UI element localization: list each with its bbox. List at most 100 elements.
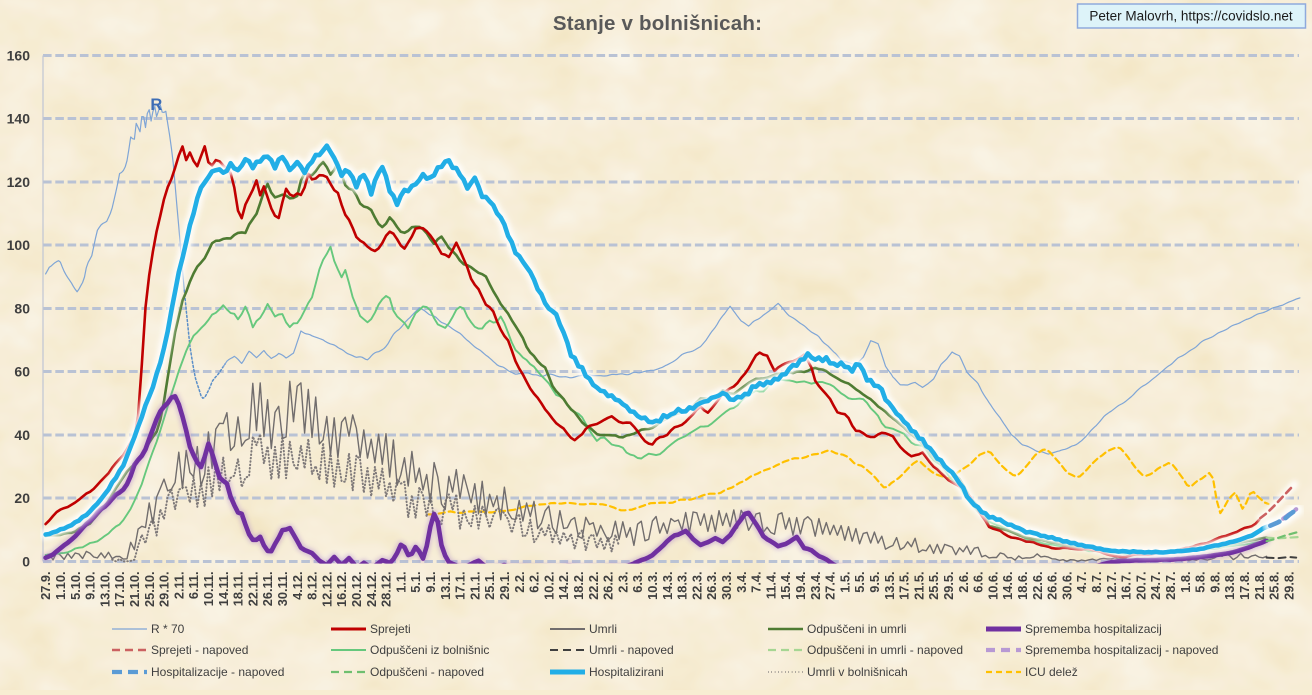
svg-text:28.12.: 28.12. [379,571,394,607]
svg-text:17.8.: 17.8. [1237,571,1252,599]
svg-text:9.10.: 9.10. [83,571,98,599]
svg-text:11.4.: 11.4. [763,571,778,599]
svg-text:26.3.: 26.3. [704,571,719,599]
svg-text:18.11.: 18.11. [231,571,246,606]
svg-text:10.6.: 10.6. [985,571,1000,599]
svg-text:14.3.: 14.3. [660,571,675,599]
svg-text:22.11.: 22.11. [245,571,260,606]
svg-text:24.7.: 24.7. [1148,571,1163,599]
svg-text:10.2.: 10.2. [541,571,556,599]
svg-text:18.3.: 18.3. [675,571,690,599]
svg-text:Peter Malovrh, https://covidsl: Peter Malovrh, https://covidslo.net [1089,9,1293,24]
svg-text:9.1.: 9.1. [423,571,438,592]
svg-text:14.6.: 14.6. [1000,571,1015,599]
svg-text:5.5.: 5.5. [852,571,867,592]
svg-text:22.3.: 22.3. [689,571,704,599]
svg-text:25.8.: 25.8. [1267,571,1282,599]
svg-text:29.5.: 29.5. [941,571,956,599]
svg-text:Umrli: Umrli [589,622,617,636]
svg-text:40: 40 [14,427,30,443]
svg-text:Stanje v bolnišnicah:: Stanje v bolnišnicah: [553,12,762,35]
svg-text:14.2.: 14.2. [556,571,571,599]
svg-text:3.4.: 3.4. [734,571,749,592]
svg-text:24.12.: 24.12. [364,571,379,607]
svg-text:26.6.: 26.6. [1045,571,1060,599]
svg-text:6.2.: 6.2. [527,571,542,592]
svg-text:17.5.: 17.5. [897,571,912,599]
svg-text:2.2.: 2.2. [512,571,527,592]
svg-text:15.4.: 15.4. [778,571,793,599]
svg-text:5.1.: 5.1. [408,571,423,592]
svg-text:22.2.: 22.2. [586,571,601,599]
svg-text:6.11.: 6.11. [186,571,201,599]
svg-text:120: 120 [7,174,31,190]
svg-text:10.11.: 10.11. [201,571,216,606]
svg-text:18.6.: 18.6. [1015,571,1030,599]
svg-text:Umrli v bolnišnicah: Umrli v bolnišnicah [807,665,908,679]
svg-text:13.10.: 13.10. [97,571,112,607]
svg-text:60: 60 [14,364,30,380]
svg-text:16.12.: 16.12. [334,571,349,607]
svg-text:30.3.: 30.3. [719,571,734,599]
svg-text:1.8.: 1.8. [1178,571,1193,592]
svg-text:5.10.: 5.10. [68,571,83,599]
svg-text:16.7.: 16.7. [1119,571,1134,599]
svg-text:20.12.: 20.12. [349,571,364,607]
svg-text:2.11.: 2.11. [171,571,186,599]
svg-text:14.11.: 14.11. [216,571,231,606]
svg-text:2.6.: 2.6. [956,571,971,592]
svg-text:17.1.: 17.1. [453,571,468,599]
svg-text:25.5.: 25.5. [926,571,941,599]
svg-text:26.11.: 26.11. [260,571,275,606]
svg-text:27.9.: 27.9. [38,571,53,599]
svg-text:12.7.: 12.7. [1104,571,1119,599]
svg-text:8.7.: 8.7. [1089,571,1104,592]
svg-text:Sprememba hospitalizacij: Sprememba hospitalizacij [1025,622,1162,636]
svg-text:5.8.: 5.8. [1193,571,1208,592]
svg-text:27.4.: 27.4. [823,571,838,599]
svg-text:21.10.: 21.10. [127,571,142,607]
svg-text:1.5.: 1.5. [837,571,852,592]
svg-text:30.11.: 30.11. [275,571,290,606]
svg-text:4.7.: 4.7. [1074,571,1089,592]
svg-text:23.4.: 23.4. [808,571,823,599]
svg-text:13.5.: 13.5. [882,571,897,599]
svg-text:2.3.: 2.3. [615,571,630,592]
svg-text:6.3.: 6.3. [630,571,645,592]
svg-text:140: 140 [7,111,31,127]
svg-text:ICU delež: ICU delež [1025,665,1078,679]
svg-text:80: 80 [14,300,30,316]
svg-text:26.2.: 26.2. [601,571,616,599]
svg-text:29.10.: 29.10. [157,571,172,607]
svg-text:21.5.: 21.5. [911,571,926,599]
svg-text:R: R [150,96,162,114]
svg-text:9.8.: 9.8. [1207,571,1222,592]
svg-text:7.4.: 7.4. [749,571,764,592]
svg-text:100: 100 [7,237,31,253]
svg-text:25.10.: 25.10. [142,571,157,607]
svg-text:1.10.: 1.10. [53,571,68,599]
svg-text:Sprejeti: Sprejeti [370,622,411,636]
svg-text:28.7.: 28.7. [1163,571,1178,599]
svg-text:17.10.: 17.10. [112,571,127,607]
svg-text:19.4.: 19.4. [793,571,808,599]
svg-text:0: 0 [22,553,30,569]
svg-text:20: 20 [14,490,30,506]
svg-text:Hospitalizacije - napoved: Hospitalizacije - napoved [151,665,284,679]
svg-text:6.6.: 6.6. [971,571,986,592]
svg-text:8.12.: 8.12. [305,571,320,599]
svg-text:21.8.: 21.8. [1252,571,1267,599]
svg-text:9.5.: 9.5. [867,571,882,592]
svg-text:Odpuščeni iz bolnišnic: Odpuščeni iz bolnišnic [370,643,489,657]
svg-text:12.12.: 12.12. [319,571,334,607]
svg-text:Sprememba hospitalizacij - nap: Sprememba hospitalizacij - napoved [1025,643,1218,657]
svg-text:Umrli - napoved: Umrli - napoved [589,643,674,657]
svg-text:29.8.: 29.8. [1281,571,1296,599]
svg-text:Odpuščeni - napoved: Odpuščeni - napoved [370,665,484,679]
svg-text:4.12.: 4.12. [290,571,305,599]
svg-text:1.1.: 1.1. [393,571,408,592]
svg-text:20.7.: 20.7. [1133,571,1148,599]
svg-text:22.6.: 22.6. [1030,571,1045,599]
svg-text:10.3.: 10.3. [645,571,660,599]
svg-text:160: 160 [7,48,31,64]
